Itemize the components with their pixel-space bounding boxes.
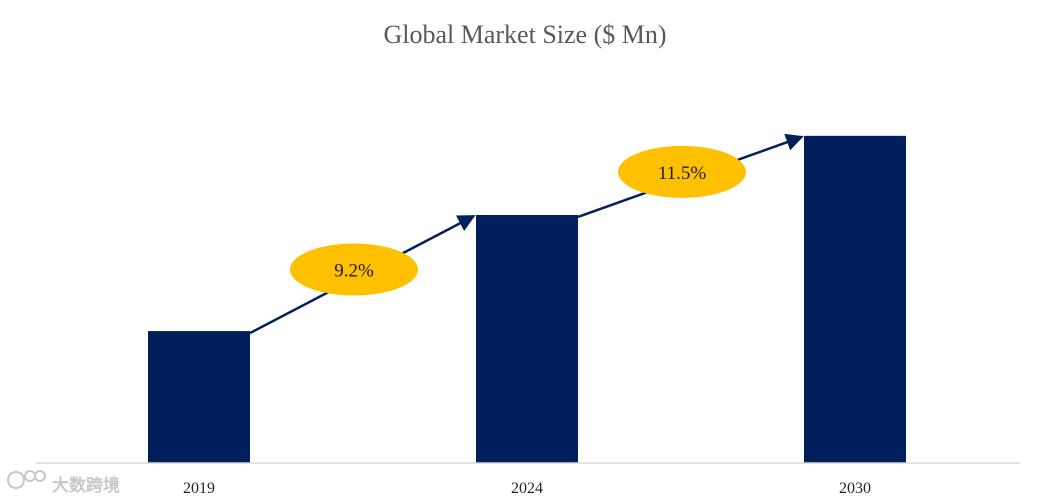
chart-title: Global Market Size ($ Mn) [383,20,666,49]
logo-icon [7,470,46,489]
bar-2030 [804,135,906,464]
cagr-badge [618,145,746,198]
cagr-badge [290,243,418,296]
bar-2019 [148,331,250,463]
x-tick-label: 2024 [511,480,543,497]
bars-layer [148,135,906,464]
cagr-label: 11.5% [658,163,707,184]
cagr-label: 9.2% [334,261,374,282]
watermark-text: 大数跨境 [52,475,120,496]
x-tick-label: 2030 [839,480,871,497]
bar-2024 [476,214,578,463]
cagr-labels: 9.2% 11.5% [290,145,746,296]
watermark: 大数跨境 [7,470,120,496]
x-axis-ticks: 2019 2024 2030 [183,480,871,497]
x-tick-label: 2019 [183,480,215,497]
